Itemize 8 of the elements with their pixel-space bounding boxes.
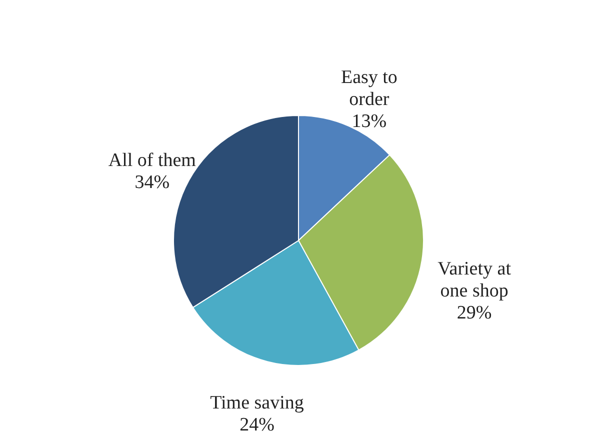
slice-label: All of them [108, 150, 196, 172]
slice-label: Time saving [210, 392, 304, 414]
data-label: 34% [134, 172, 170, 194]
slice-label: Variety at one shop [438, 258, 512, 302]
data-label: 13% [352, 111, 387, 132]
data-label: 24% [240, 414, 275, 436]
slice-label: Easy to order [340, 67, 398, 110]
data-label: 29% [456, 302, 492, 324]
